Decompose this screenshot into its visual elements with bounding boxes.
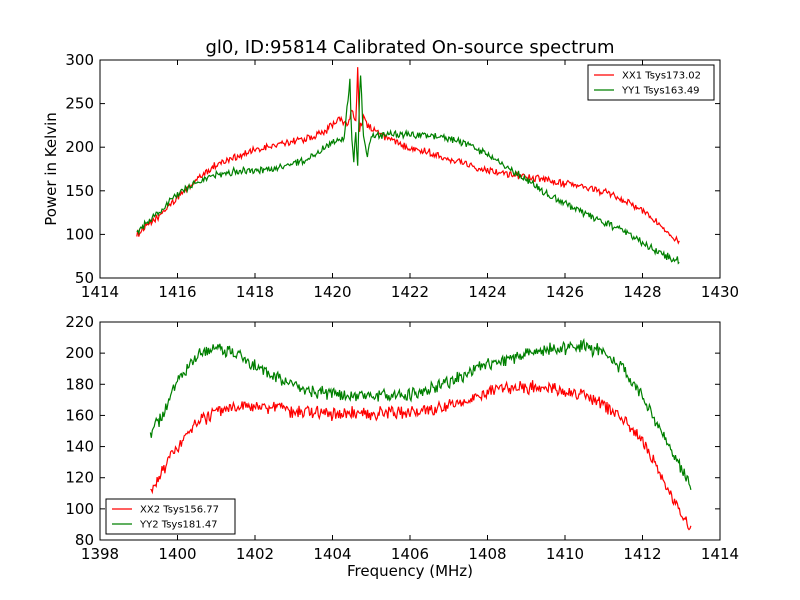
y-tick-label: 200 [65,138,94,156]
x-tick-label: 1416 [158,283,196,301]
legend-box [105,498,236,535]
y-tick-label: 100 [65,500,94,518]
bottom-spectrum-panel: 1398 1400 1402 1404 1406 1408 1410 1412 1414 80 10… [65,313,739,580]
series-line-yy [149,337,692,491]
x-tick-label: 1400 [158,545,196,563]
y-tick-label: 120 [65,469,94,487]
x-tick-label: 1414 [701,545,739,563]
x-tick-label: 1422 [391,283,429,301]
x-tick-label: 1412 [623,545,661,563]
x-tick-label: 1408 [468,545,506,563]
y-tick-label: 220 [65,313,94,331]
y-tick-label: 180 [65,375,94,393]
x-tick-label: 1430 [701,283,739,301]
top-spectrum-panel: 1414 1416 1418 1420 1422 1424 1426 1428 1430 50 10… [42,51,739,301]
x-tick-label: 1398 [81,545,119,563]
legend: XX2 Tsys156.77 YY2 Tsys181.47 [105,498,236,535]
x-tick-label: 1426 [546,283,584,301]
y-tick-label: 250 [65,95,94,113]
y-axis-label: Power in Kelvin [42,112,60,226]
y-tick-label: 50 [75,269,94,287]
legend-label: XX2 Tsys156.77 [140,505,219,516]
x-tick-label: 1424 [468,283,506,301]
y-tick-label: 140 [65,438,94,456]
legend: XX1 Tsys173.02 YY1 Tsys163.49 [587,64,715,101]
figure-title: gl0, ID:95814 Calibrated On-source spect… [205,37,614,58]
legend-box [587,64,715,101]
x-tick-label: 1404 [313,545,351,563]
y-tick-label: 150 [65,182,94,200]
legend-label: XX1 Tsys173.02 [622,71,701,82]
y-tick-label: 300 [65,51,94,69]
x-tick-label: 1402 [236,545,274,563]
x-tick-label: 1418 [236,283,274,301]
series-line-xx [136,67,680,245]
legend-label: YY2 Tsys181.47 [139,520,218,531]
series-line-xx [150,380,692,531]
y-tick-label: 200 [65,344,94,362]
y-tick-label: 80 [75,531,94,549]
y-tick-label: 160 [65,406,94,424]
y-tick-label: 100 [65,225,94,243]
x-tick-label: 1414 [81,283,119,301]
x-tick-label: 1410 [546,545,584,563]
x-tick-label: 1428 [623,283,661,301]
x-tick-label: 1406 [391,545,429,563]
legend-label: YY1 Tsys163.49 [621,86,700,97]
series-line-yy [136,75,680,265]
x-axis-label: Frequency (MHz) [347,562,473,580]
x-tick-label: 1420 [313,283,351,301]
